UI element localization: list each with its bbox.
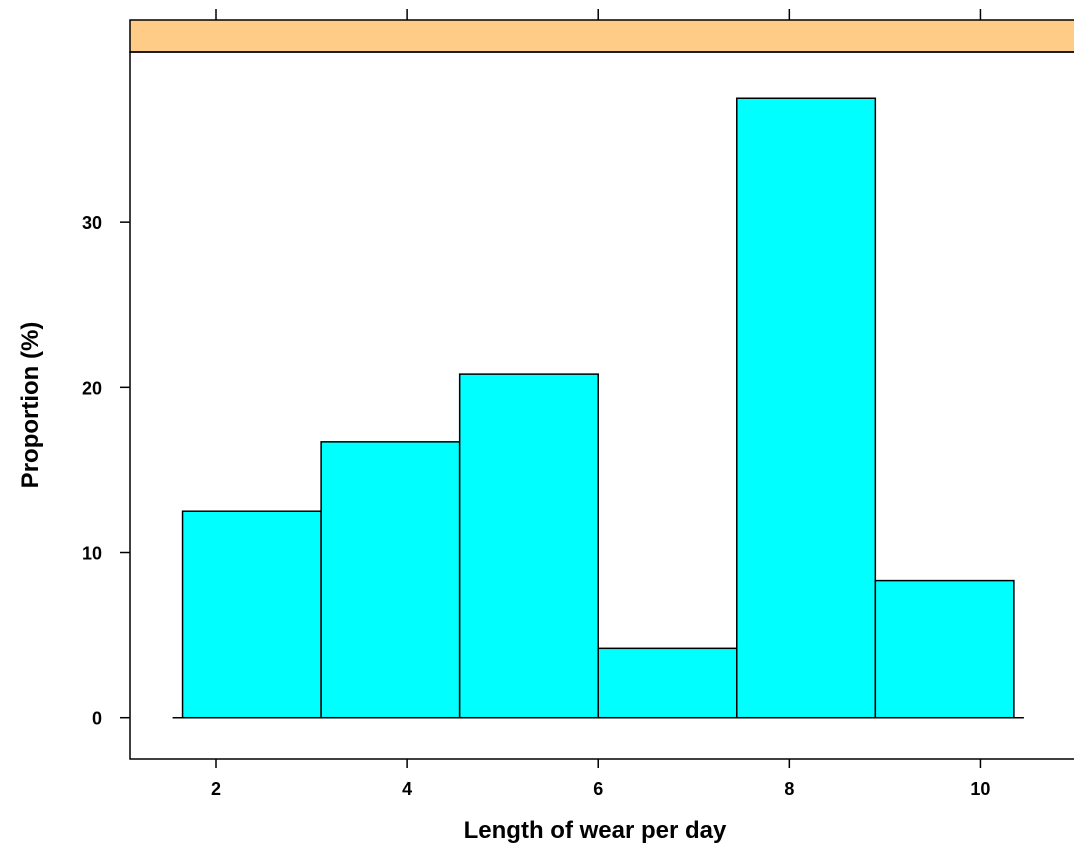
histogram-bar — [874, 579, 1015, 719]
y-axis: 0 10 20 30 — [82, 213, 130, 729]
histogram-bar — [736, 97, 877, 719]
x-tick-label: 10 — [970, 779, 990, 799]
y-tick-label: 20 — [82, 378, 102, 398]
histogram-bar — [181, 510, 322, 719]
x-axis: 2 4 6 8 10 — [211, 9, 990, 799]
histogram-bar — [320, 441, 461, 719]
x-tick-label: 6 — [593, 779, 603, 799]
x-tick-label: 2 — [211, 779, 221, 799]
histogram-bar — [597, 647, 738, 719]
x-tick-label: 8 — [784, 779, 794, 799]
y-axis-title: Proportion (%) — [17, 322, 44, 489]
x-axis-title: Length of wear per day — [464, 817, 727, 844]
y-tick-label: 0 — [92, 709, 102, 729]
bars-group — [172, 97, 1024, 719]
y-tick-label: 10 — [82, 544, 102, 564]
plot-panel — [129, 51, 1074, 760]
panel-strip — [129, 19, 1074, 53]
histogram-bar — [458, 373, 599, 719]
x-tick-label: 4 — [402, 779, 412, 799]
y-tick-label: 30 — [82, 213, 102, 233]
